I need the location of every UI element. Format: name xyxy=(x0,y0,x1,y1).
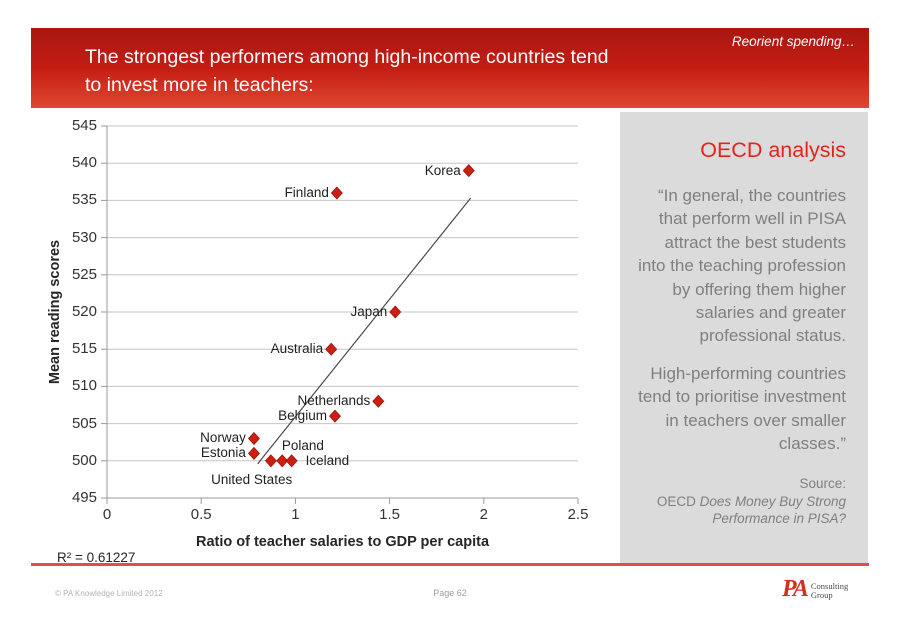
pa-logo-mark: PA xyxy=(782,576,809,602)
footer-divider xyxy=(31,563,869,566)
data-point-poland xyxy=(264,454,277,468)
data-point-korea xyxy=(462,164,475,178)
data-point-finland xyxy=(330,186,343,200)
header-banner: Reorient spending… The strongest perform… xyxy=(31,28,869,108)
data-point-estonia xyxy=(247,446,260,460)
sidebar-quote: “In general, the countries that perform … xyxy=(638,184,846,455)
source-reference: OECD Does Money Buy Strong Performance i… xyxy=(638,493,846,528)
sidebar-source: Source: OECD Does Money Buy Strong Perfo… xyxy=(638,475,846,528)
sidebar-quote-paragraph-1: “In general, the countries that perform … xyxy=(638,186,846,346)
page-title: The strongest performers among high-inco… xyxy=(85,44,609,99)
source-prefix: OECD xyxy=(656,493,700,509)
trendline xyxy=(257,197,472,465)
source-title: Does Money Buy Strong Performance in PIS… xyxy=(699,493,846,527)
data-point-iceland xyxy=(285,454,298,468)
page-title-line-2: to invest more in teachers: xyxy=(85,73,314,96)
data-point-belgium xyxy=(328,409,341,423)
data-point-japan xyxy=(389,305,402,319)
sidebar-title: OECD analysis xyxy=(700,138,846,162)
source-label: Source: xyxy=(799,476,846,492)
sidebar-quote-paragraph-2: High-performing countries tend to priori… xyxy=(638,363,846,454)
data-point-netherlands xyxy=(372,394,385,408)
header-kicker: Reorient spending… xyxy=(731,34,855,49)
sidebar-oecd-analysis: OECD analysis “In general, the countries… xyxy=(620,112,868,563)
pa-logo-subtext-line-2: Group xyxy=(810,590,833,600)
data-point-norway xyxy=(247,431,260,445)
data-point-australia xyxy=(325,342,338,356)
pa-logo-subtext-line-1: Consulting xyxy=(810,581,849,591)
footer-copyright: © PA Knowledge Limited 2012 xyxy=(55,589,163,598)
pa-logo-subtext: Consulting Group xyxy=(811,577,848,601)
data-point-united-states xyxy=(276,454,289,468)
page-number: Page 62 xyxy=(433,588,467,598)
pa-consulting-logo: PA Consulting Group xyxy=(782,577,848,601)
page-title-line-1: The strongest performers among high-inco… xyxy=(85,46,609,68)
